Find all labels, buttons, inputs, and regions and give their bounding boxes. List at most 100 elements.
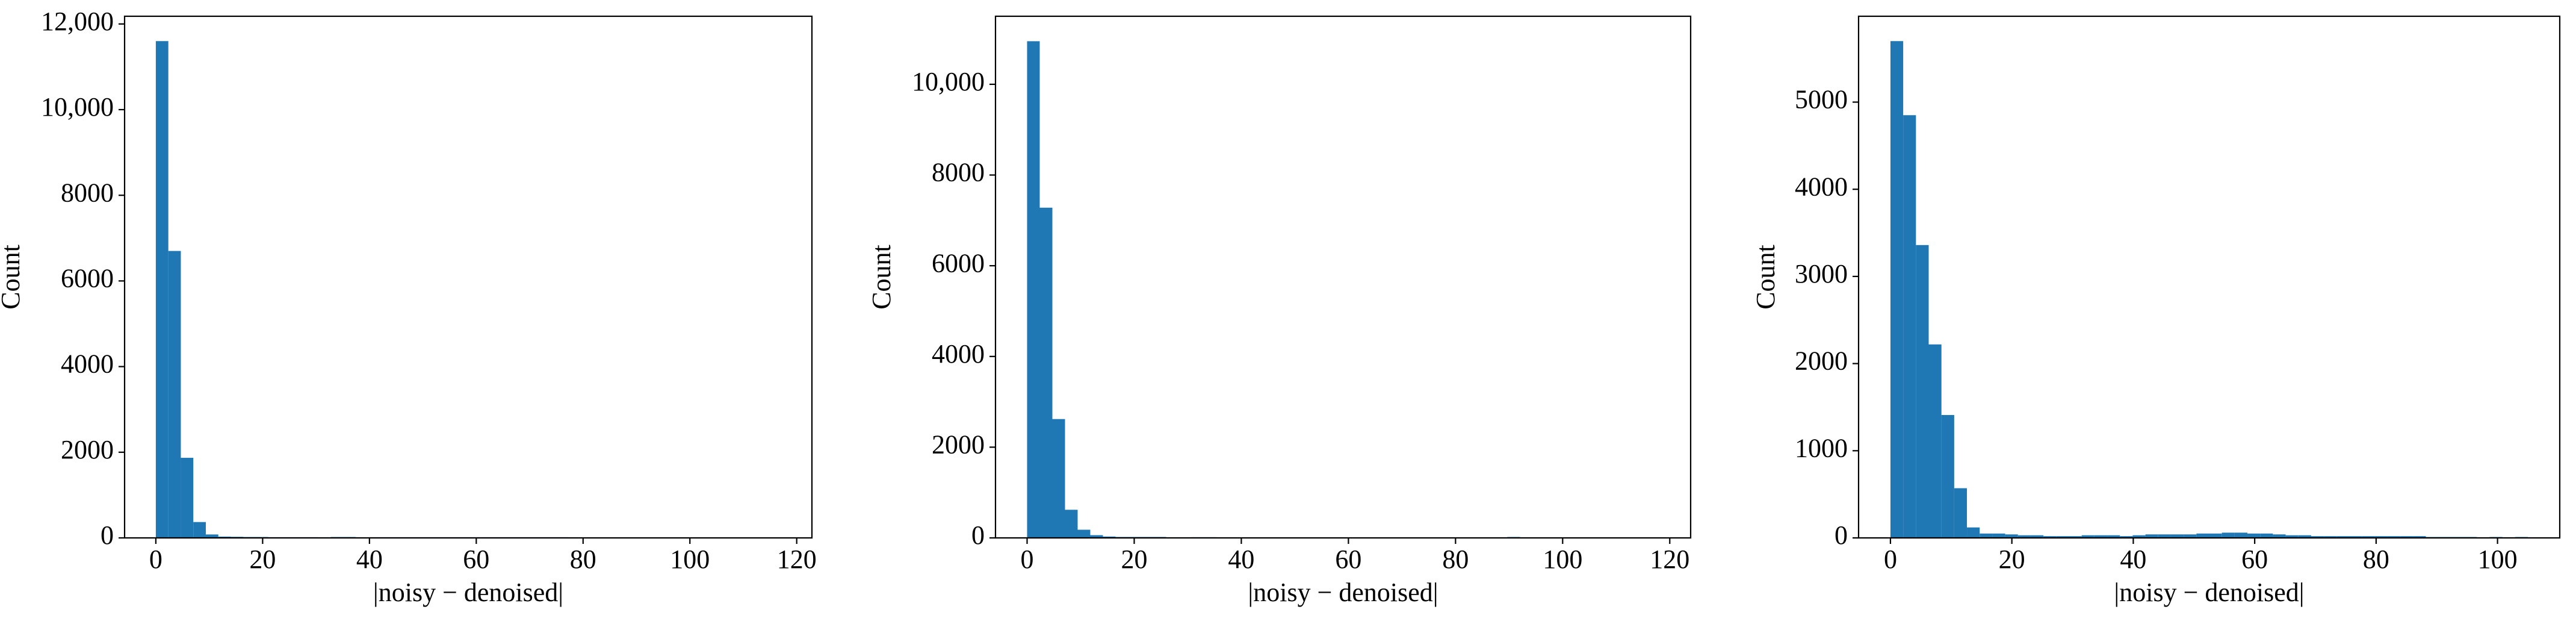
bar bbox=[181, 458, 194, 538]
axes-frame bbox=[1857, 15, 2561, 539]
y-tick-label: 0 bbox=[971, 520, 985, 550]
bar bbox=[2374, 536, 2388, 538]
x-tick-label: 40 bbox=[2120, 545, 2146, 574]
bar bbox=[1916, 245, 1929, 538]
bar bbox=[1941, 414, 1954, 538]
bar bbox=[2234, 532, 2248, 538]
y-tick-label: 6000 bbox=[932, 248, 985, 278]
bar bbox=[2184, 534, 2197, 538]
y-tick-label: 10,000 bbox=[912, 67, 985, 96]
y-tick-label: 0 bbox=[1834, 520, 1848, 550]
bar bbox=[193, 522, 206, 538]
bar bbox=[1090, 535, 1103, 538]
bar bbox=[1954, 488, 1968, 538]
subplot: 0 20 40 60 80 100 120 0 2000 4000 6000 8000 10,000 |n… bbox=[867, 15, 1692, 607]
subplot: 0 20 40 60 80 100010002000300040005000|noisy … bbox=[1751, 15, 2561, 607]
bar bbox=[2017, 535, 2031, 538]
bar bbox=[1928, 344, 1942, 538]
bar bbox=[2349, 536, 2362, 538]
y-tick-label: 3000 bbox=[1795, 259, 1848, 289]
y-tick-label: 2000 bbox=[1795, 346, 1848, 376]
x-tick-label: 40 bbox=[356, 545, 383, 574]
bar bbox=[2273, 534, 2286, 538]
x-tick-label: 20 bbox=[1999, 545, 2025, 574]
x-axis-label: |noisy − denoised| bbox=[2114, 578, 2304, 607]
x-tick-label: 80 bbox=[2363, 545, 2389, 574]
bar bbox=[2247, 533, 2261, 538]
bar bbox=[2132, 535, 2146, 538]
y-tick-label: 4000 bbox=[1795, 172, 1848, 201]
x-axis-label: |noisy − denoised| bbox=[1248, 578, 1438, 607]
bar bbox=[1992, 533, 2005, 538]
y-axis-label: Count bbox=[867, 245, 896, 310]
bar bbox=[2209, 533, 2222, 538]
x-tick-label: 100 bbox=[1543, 545, 1582, 574]
bar bbox=[2120, 536, 2133, 538]
x-tick-label: 20 bbox=[1121, 545, 1147, 574]
y-tick-label: 2000 bbox=[932, 429, 985, 459]
bar bbox=[1903, 115, 1916, 538]
y-tick-label: 1000 bbox=[1795, 433, 1848, 463]
y-tick-label: 6000 bbox=[61, 263, 114, 293]
y-tick-label: 12,000 bbox=[41, 7, 114, 36]
x-tick-label: 40 bbox=[1228, 545, 1254, 574]
bar bbox=[2107, 535, 2120, 538]
bar bbox=[1890, 41, 1904, 538]
bar bbox=[2069, 536, 2082, 538]
x-tick-label: 60 bbox=[1335, 545, 1361, 574]
y-axis-label: Count bbox=[1751, 245, 1780, 310]
bar bbox=[155, 41, 169, 538]
y-tick-label: 8000 bbox=[932, 158, 985, 187]
x-tick-label: 80 bbox=[1442, 545, 1469, 574]
bar bbox=[2400, 536, 2413, 538]
bar bbox=[1065, 510, 1078, 538]
bar bbox=[2336, 536, 2350, 538]
bar bbox=[2081, 535, 2095, 538]
x-tick-label: 120 bbox=[777, 545, 817, 574]
x-tick-label: 100 bbox=[670, 545, 710, 574]
y-tick-label: 2000 bbox=[61, 435, 114, 464]
bar bbox=[1039, 207, 1053, 538]
bar bbox=[2196, 533, 2209, 538]
bar bbox=[2043, 536, 2057, 538]
y-tick-label: 4000 bbox=[932, 339, 985, 369]
bar bbox=[2413, 536, 2426, 538]
x-axis-label: |noisy − denoised| bbox=[373, 578, 563, 607]
bar bbox=[2030, 535, 2044, 538]
bar bbox=[2170, 534, 2184, 538]
x-tick-label: 120 bbox=[1650, 545, 1689, 574]
bar bbox=[205, 534, 218, 538]
bar bbox=[2145, 534, 2158, 538]
x-tick-label: 0 bbox=[1884, 545, 1897, 574]
bar bbox=[1103, 536, 1116, 538]
bar bbox=[2005, 534, 2018, 538]
x-tick-label: 20 bbox=[249, 545, 276, 574]
bar bbox=[2388, 536, 2401, 538]
bar bbox=[1077, 529, 1091, 538]
subplot: 0 20 40 60 80 100 120 0 2000 4000 6000 8000 10,000 12… bbox=[0, 7, 817, 607]
bar bbox=[2056, 536, 2069, 538]
y-axis-label: Count bbox=[0, 245, 25, 310]
bar bbox=[2324, 536, 2337, 538]
bar bbox=[1027, 41, 1040, 538]
y-tick-label: 0 bbox=[101, 520, 114, 550]
x-tick-label: 60 bbox=[463, 545, 489, 574]
y-tick-label: 4000 bbox=[61, 349, 114, 379]
y-tick-label: 8000 bbox=[61, 178, 114, 207]
y-tick-label: 10,000 bbox=[41, 92, 114, 122]
bar bbox=[2094, 535, 2108, 538]
bar bbox=[1980, 533, 1993, 538]
x-tick-label: 60 bbox=[2241, 545, 2268, 574]
bar bbox=[1052, 419, 1065, 538]
x-tick-label: 80 bbox=[570, 545, 596, 574]
x-tick-label: 0 bbox=[149, 545, 163, 574]
bar bbox=[2285, 535, 2299, 538]
bar bbox=[2362, 536, 2375, 538]
bar bbox=[2260, 533, 2273, 538]
bar bbox=[2298, 535, 2311, 538]
axes-frame bbox=[994, 15, 1692, 539]
bar bbox=[1967, 527, 1980, 538]
x-tick-label: 100 bbox=[2478, 545, 2518, 574]
bar bbox=[2158, 534, 2171, 538]
